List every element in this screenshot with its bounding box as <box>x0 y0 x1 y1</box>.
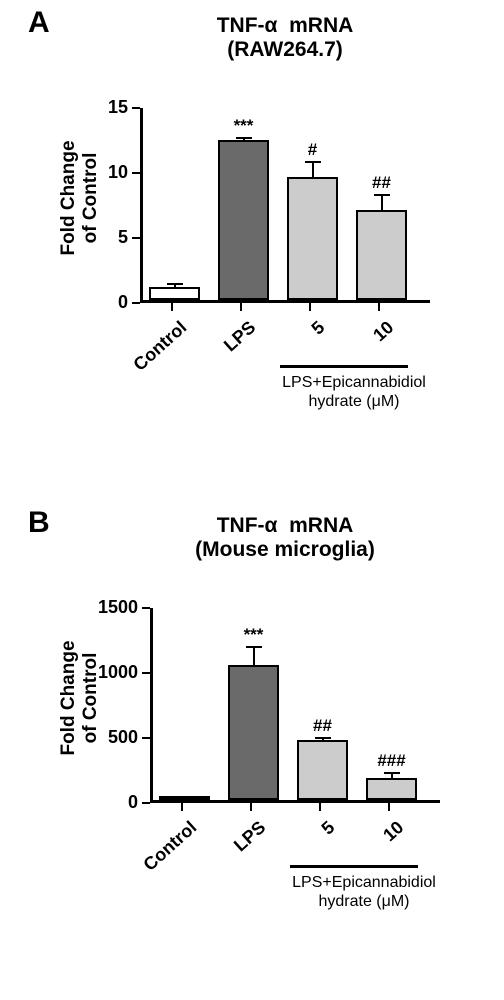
xtick <box>250 803 252 811</box>
panel-b-label: B <box>28 506 50 540</box>
ytick-label: 0 <box>80 292 128 313</box>
ytick <box>142 802 150 804</box>
ytick-label: 500 <box>90 727 138 748</box>
xtick <box>309 303 311 311</box>
panel-a: A TNF-α mRNA (RAW264.7) Fold Change of C… <box>0 0 504 500</box>
xtick <box>319 803 321 811</box>
error-cap <box>236 137 252 139</box>
panel-b-plot: ***##### <box>150 608 440 803</box>
panel-b-title: TNF-α mRNA (Mouse microglia) <box>120 514 450 562</box>
significance-label: ## <box>298 716 348 736</box>
error-cap <box>315 737 331 739</box>
panel-a-ylabel: Fold Change of Control <box>58 98 102 298</box>
ytick-label: 10 <box>80 162 128 183</box>
bar <box>366 778 417 800</box>
figure: A TNF-α mRNA (RAW264.7) Fold Change of C… <box>0 0 504 1000</box>
bar <box>287 177 338 301</box>
significance-label: # <box>288 140 338 160</box>
bar <box>228 665 279 800</box>
ytick <box>142 672 150 674</box>
panel-a-title: TNF-α mRNA (RAW264.7) <box>130 14 440 62</box>
ytick <box>132 302 140 304</box>
xtick <box>388 803 390 811</box>
panel-b: B TNF-α mRNA (Mouse microglia) Fold Chan… <box>0 500 504 1000</box>
xtick <box>171 303 173 311</box>
error-cap <box>246 646 262 648</box>
ytick-label: 1000 <box>90 662 138 683</box>
error-bar <box>253 647 255 665</box>
xtick <box>378 303 380 311</box>
ytick <box>142 607 150 609</box>
error-cap <box>374 194 390 196</box>
error-bar <box>312 162 314 176</box>
significance-label: *** <box>229 625 279 645</box>
error-cap <box>305 161 321 163</box>
bar <box>159 796 210 800</box>
bar <box>218 140 269 300</box>
group-label: LPS+Epicannabidiol hydrate (μM) <box>270 873 458 911</box>
group-label: LPS+Epicannabidiol hydrate (μM) <box>260 373 448 411</box>
group-bracket <box>290 865 418 868</box>
panel-a-label: A <box>28 6 50 40</box>
significance-label: *** <box>219 116 269 136</box>
xtick <box>240 303 242 311</box>
ytick-label: 0 <box>90 792 138 813</box>
significance-label: ### <box>367 751 417 771</box>
bar <box>356 210 407 300</box>
panel-b-ylabel: Fold Change of Control <box>58 598 102 798</box>
group-bracket <box>280 365 408 368</box>
bar <box>297 740 348 800</box>
error-bar <box>381 195 383 211</box>
ytick <box>132 172 140 174</box>
ytick-label: 5 <box>80 227 128 248</box>
ytick <box>142 737 150 739</box>
significance-label: ## <box>357 173 407 193</box>
ytick-label: 15 <box>80 97 128 118</box>
panel-a-plot: ***### <box>140 108 430 303</box>
bar <box>149 287 200 300</box>
error-cap <box>384 772 400 774</box>
ytick <box>132 237 140 239</box>
ytick <box>132 107 140 109</box>
xtick <box>181 803 183 811</box>
ytick-label: 1500 <box>90 597 138 618</box>
error-cap <box>167 283 183 285</box>
